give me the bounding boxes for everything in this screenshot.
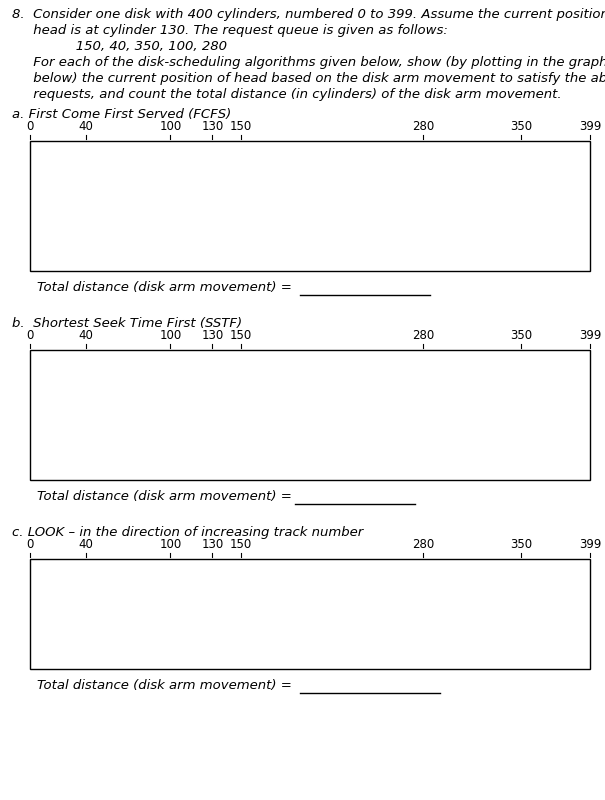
Text: 350: 350 <box>510 120 532 133</box>
Text: c. LOOK – in the direction of increasing track number: c. LOOK – in the direction of increasing… <box>12 526 363 539</box>
Text: 350: 350 <box>510 329 532 342</box>
Text: Total distance (disk arm movement) =: Total distance (disk arm movement) = <box>37 679 296 692</box>
Text: Total distance (disk arm movement) =: Total distance (disk arm movement) = <box>37 490 296 503</box>
Text: 130: 130 <box>201 538 224 551</box>
Text: 150: 150 <box>229 538 252 551</box>
Bar <box>30 559 590 669</box>
Text: 280: 280 <box>412 538 434 551</box>
Text: b.  Shortest Seek Time First (SSTF): b. Shortest Seek Time First (SSTF) <box>12 317 242 330</box>
Text: 399: 399 <box>579 538 601 551</box>
Text: 399: 399 <box>579 120 601 133</box>
Text: 280: 280 <box>412 120 434 133</box>
Text: 40: 40 <box>79 538 94 551</box>
Text: 0: 0 <box>26 329 34 342</box>
Text: 399: 399 <box>579 329 601 342</box>
Text: 40: 40 <box>79 329 94 342</box>
Bar <box>30 350 590 480</box>
Text: a. First Come First Served (FCFS): a. First Come First Served (FCFS) <box>12 108 231 121</box>
Text: 130: 130 <box>201 329 224 342</box>
Text: requests, and count the total distance (in cylinders) of the disk arm movement.: requests, and count the total distance (… <box>12 88 561 101</box>
Text: 0: 0 <box>26 538 34 551</box>
Text: 100: 100 <box>159 329 182 342</box>
Text: 130: 130 <box>201 120 224 133</box>
Text: 8.  Consider one disk with 400 cylinders, numbered 0 to 399. Assume the current : 8. Consider one disk with 400 cylinders,… <box>12 8 605 21</box>
Text: 100: 100 <box>159 538 182 551</box>
Text: Total distance (disk arm movement) =: Total distance (disk arm movement) = <box>37 281 296 294</box>
Text: For each of the disk-scheduling algorithms given below, show (by plotting in the: For each of the disk-scheduling algorith… <box>12 56 605 69</box>
Bar <box>30 141 590 271</box>
Text: 150: 150 <box>229 120 252 133</box>
Text: 350: 350 <box>510 538 532 551</box>
Text: 150: 150 <box>229 329 252 342</box>
Text: 0: 0 <box>26 120 34 133</box>
Text: 40: 40 <box>79 120 94 133</box>
Text: below) the current position of head based on the disk arm movement to satisfy th: below) the current position of head base… <box>12 72 605 85</box>
Text: 280: 280 <box>412 329 434 342</box>
Text: 100: 100 <box>159 120 182 133</box>
Text: 150, 40, 350, 100, 280: 150, 40, 350, 100, 280 <box>12 40 227 53</box>
Text: head is at cylinder 130. The request queue is given as follows:: head is at cylinder 130. The request que… <box>12 24 448 37</box>
